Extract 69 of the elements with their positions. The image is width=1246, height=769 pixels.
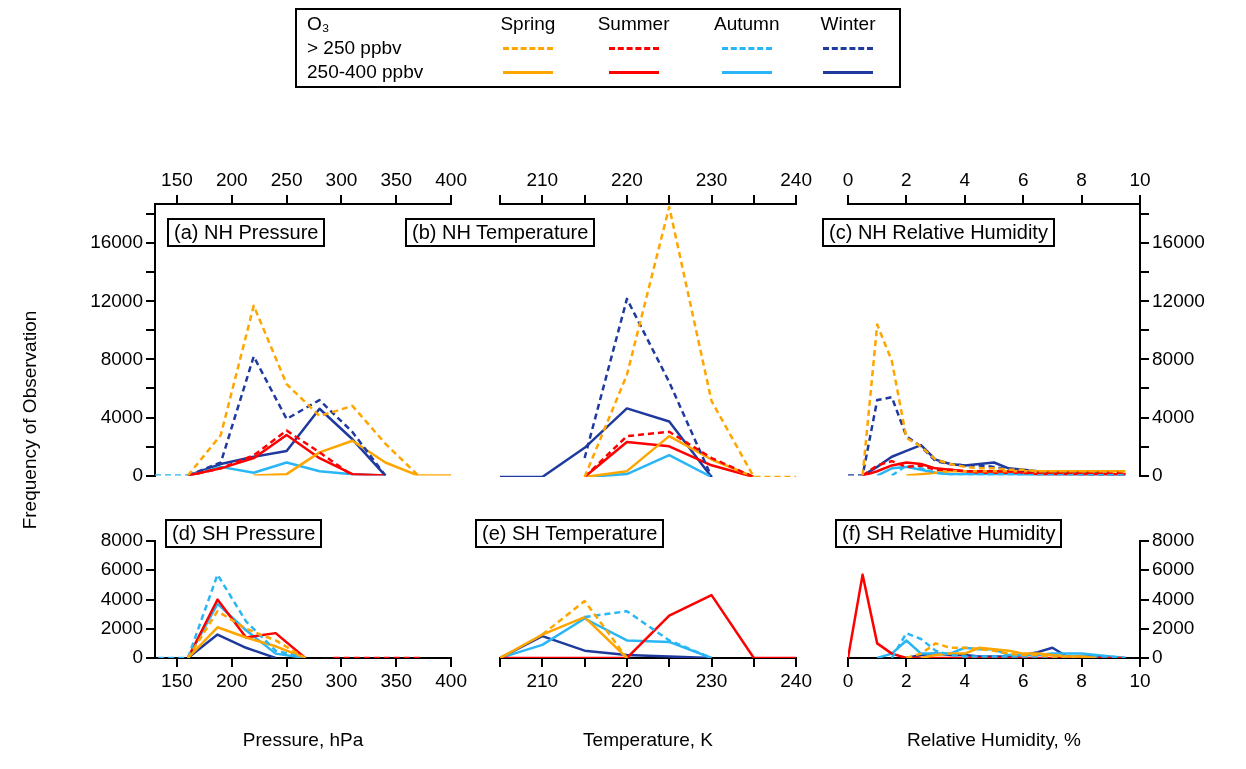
y-tick-label: 8000 [100,347,143,369]
y2-tick-label: 8000 [1152,347,1195,369]
x-tick-label: 6 [1017,168,1029,190]
text: > 250 ppbv [306,36,403,60]
x-tick-label: 250 [270,168,303,190]
x-axis-title: Pressure, hPa [242,729,364,751]
y2-tick-label: 4000 [1152,405,1195,427]
x-tick-label: 6 [1017,669,1029,691]
y-axis-title: Frequency of Observation [19,310,41,530]
x-tick-label: 2 [901,168,912,190]
y-tick-label: 4000 [100,405,143,427]
x-tick-label: 8 [1076,168,1087,190]
y-tick-label: 2000 [100,616,143,638]
y-tick-label: 8000 [100,529,143,551]
x-tick-label: 8 [1076,669,1087,691]
x-tick-label: 300 [325,669,358,691]
text: (a) NH Pressure [167,218,326,247]
x-tick-label: 0 [842,669,854,691]
text: Spring [499,12,557,36]
x-axis-title: Relative Humidity, % [907,729,1082,751]
x-tick-label: 200 [215,669,248,691]
x-tick-label: 4 [959,168,971,190]
y2-tick-label: 0 [1152,646,1163,668]
y-tick-label: 6000 [100,558,143,580]
text: 250-400 ppbv [306,60,425,84]
text: Winter [819,12,877,36]
y-tick-label: 16000 [90,231,143,253]
x-tick-label: 220 [611,669,643,691]
x-tick-label: 10 [1129,168,1151,190]
chart-title: (d) SH Pressure [165,519,323,548]
x-tick-label: 210 [526,669,559,691]
x-tick-label: 250 [270,669,303,691]
x-tick-label: 210 [526,168,559,190]
x-tick-label: 220 [611,168,643,190]
x-tick-label: 2 [901,669,912,691]
text: Autumn [713,12,781,36]
text: Summer [596,12,671,36]
x-tick-label: 230 [695,669,728,691]
y2-tick-label: 0 [1152,463,1163,485]
x-tick-label: 350 [380,168,413,190]
y2-tick-label: 16000 [1152,231,1205,253]
x-tick-label: 150 [161,669,193,691]
y2-tick-label: 2000 [1152,616,1195,638]
x-tick-label: 350 [380,669,413,691]
y2-tick-label: 12000 [1152,289,1205,311]
text: (b) NH Temperature [405,218,596,247]
x-tick-label: 150 [161,168,193,190]
x-tick-label: 240 [780,168,812,190]
x-tick-label: 400 [435,168,467,190]
y-tick-label: 0 [132,646,143,668]
x-tick-label: 300 [325,168,358,190]
legend-title: O₃ [306,12,331,36]
y2-tick-label: 4000 [1152,587,1195,609]
x-tick-label: 230 [695,168,728,190]
chart-title: (f) SH Relative Humidity [835,519,1063,548]
x-tick-label: 4 [959,669,971,691]
y2-tick-label: 6000 [1152,558,1195,580]
x-tick-label: 10 [1129,669,1151,691]
y-tick-label: 12000 [90,289,143,311]
x-tick-label: 0 [842,168,854,190]
text: (c) NH Relative Humidity [822,218,1055,247]
y2-tick-label: 8000 [1152,529,1195,551]
x-axis-title: Temperature, K [583,729,714,751]
y-tick-label: 0 [132,463,143,485]
x-tick-label: 400 [435,669,467,691]
chart-title: (e) SH Temperature [475,519,665,548]
x-tick-label: 240 [780,669,812,691]
y-tick-label: 4000 [100,587,143,609]
x-tick-label: 200 [215,168,248,190]
